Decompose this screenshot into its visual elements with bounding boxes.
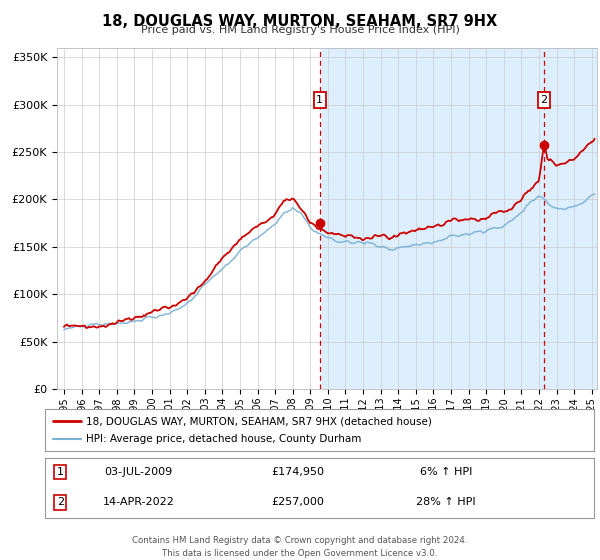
Text: 18, DOUGLAS WAY, MURTON, SEAHAM, SR7 9HX: 18, DOUGLAS WAY, MURTON, SEAHAM, SR7 9HX — [103, 14, 497, 29]
Text: This data is licensed under the Open Government Licence v3.0.: This data is licensed under the Open Gov… — [163, 549, 437, 558]
Text: 18, DOUGLAS WAY, MURTON, SEAHAM, SR7 9HX (detached house): 18, DOUGLAS WAY, MURTON, SEAHAM, SR7 9HX… — [86, 417, 432, 426]
Text: £174,950: £174,950 — [271, 467, 324, 477]
Text: HPI: Average price, detached house, County Durham: HPI: Average price, detached house, Coun… — [86, 434, 362, 444]
Text: 28% ↑ HPI: 28% ↑ HPI — [416, 497, 476, 507]
Text: 2: 2 — [57, 497, 64, 507]
Text: 1: 1 — [316, 95, 323, 105]
Text: £257,000: £257,000 — [271, 497, 324, 507]
Text: 03-JUL-2009: 03-JUL-2009 — [104, 467, 172, 477]
Text: 2: 2 — [541, 95, 548, 105]
Text: Price paid vs. HM Land Registry's House Price Index (HPI): Price paid vs. HM Land Registry's House … — [140, 25, 460, 35]
Text: 6% ↑ HPI: 6% ↑ HPI — [419, 467, 472, 477]
Text: 14-APR-2022: 14-APR-2022 — [103, 497, 174, 507]
Text: Contains HM Land Registry data © Crown copyright and database right 2024.: Contains HM Land Registry data © Crown c… — [132, 536, 468, 545]
Bar — [57, 48, 320, 389]
Text: 1: 1 — [57, 467, 64, 477]
